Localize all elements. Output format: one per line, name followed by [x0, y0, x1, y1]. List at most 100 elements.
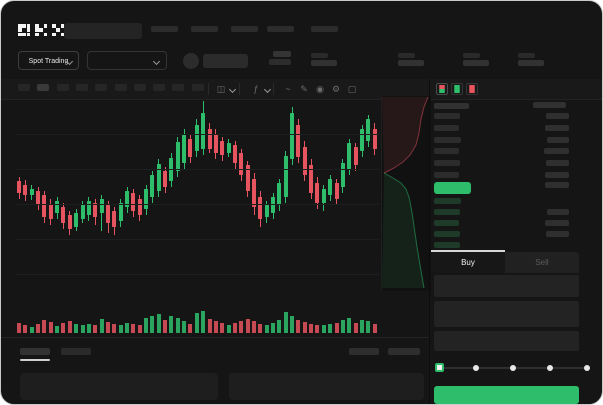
timeframe-button[interactable]: [172, 84, 185, 91]
volume-bar: [112, 324, 117, 333]
volume-bar: [220, 323, 225, 333]
bottom-action-placeholder[interactable]: [388, 348, 420, 355]
volume-bar: [118, 325, 123, 333]
bid-price-bar[interactable]: [434, 198, 461, 204]
bottom-action-placeholder[interactable]: [349, 348, 379, 355]
timeframe-button[interactable]: [75, 84, 88, 91]
volume-bar: [48, 322, 53, 333]
line-tool-icon[interactable]: ~: [285, 84, 291, 94]
volume-bar: [366, 321, 371, 333]
account-button[interactable]: [203, 54, 248, 68]
bottom-tab[interactable]: [20, 348, 50, 355]
fullscreen-icon[interactable]: ▢: [347, 84, 357, 94]
bid-price-bar[interactable]: [434, 231, 460, 237]
depth-area: [382, 97, 428, 173]
last-price-highlight[interactable]: [434, 182, 471, 194]
volume-bar: [150, 316, 155, 333]
orderbook-layout-dash: [454, 85, 460, 87]
slider-handle[interactable]: [434, 363, 444, 372]
timeframe-button[interactable]: [95, 84, 108, 91]
slider-stop-dot[interactable]: [584, 365, 590, 371]
settings-icon[interactable]: ⚙: [331, 84, 341, 94]
order-form-input[interactable]: [434, 331, 579, 351]
volume-bar: [23, 325, 28, 333]
candle-body: [150, 175, 155, 197]
volume-bar: [55, 326, 60, 333]
candle-body: [118, 203, 123, 221]
orderbook-layout-asks-icon[interactable]: [466, 83, 478, 95]
chart-type-icon[interactable]: ◫: [216, 84, 226, 94]
timeframe-button[interactable]: [114, 84, 127, 91]
buy-submit-button[interactable]: [434, 386, 579, 404]
volume-bar: [36, 324, 41, 333]
timeframe-button[interactable]: [133, 84, 146, 91]
screenshot-icon[interactable]: ◉: [316, 84, 324, 94]
chart-gridline: [15, 204, 379, 205]
bottom-tab[interactable]: [61, 348, 91, 355]
timeframe-button[interactable]: [37, 84, 50, 91]
bid-price-bar[interactable]: [434, 209, 460, 215]
ask-amount-bar: [546, 160, 569, 166]
search-input[interactable]: [64, 23, 142, 39]
nav-item[interactable]: [151, 26, 178, 32]
orderbook-layout-bids-icon[interactable]: [451, 83, 463, 95]
volume-bar: [328, 324, 333, 333]
chart-gridline: [15, 134, 379, 135]
indicators-icon[interactable]: ƒ: [253, 84, 259, 94]
tab-buy[interactable]: Buy: [431, 252, 505, 273]
nav-item[interactable]: [191, 26, 218, 32]
volume-bar: [42, 320, 47, 333]
pair-selector[interactable]: [87, 51, 167, 70]
candle-body: [86, 201, 91, 215]
candle-body: [55, 201, 60, 213]
volume-bar: [188, 324, 193, 333]
nav-item[interactable]: [267, 26, 294, 32]
ask-price-bar[interactable]: [434, 148, 459, 154]
order-form-input[interactable]: [434, 301, 579, 327]
candle-body: [131, 193, 136, 211]
bid-price-bar[interactable]: [434, 220, 459, 226]
candle-body: [347, 143, 352, 169]
market-type-selector[interactable]: Spot Trading: [18, 51, 79, 70]
depth-line: [383, 172, 425, 289]
volume-bar: [163, 320, 168, 333]
ask-price-bar[interactable]: [434, 160, 460, 166]
nav-item[interactable]: [231, 26, 258, 32]
ask-price-bar[interactable]: [434, 113, 460, 119]
volume-bar: [137, 325, 142, 333]
stat-value-placeholder: [518, 60, 544, 66]
ask-amount-bar: [547, 137, 569, 143]
volume-bar: [251, 321, 256, 333]
orderbook-layout-dash: [469, 85, 475, 87]
candle-body: [42, 195, 47, 217]
avatar[interactable]: [183, 53, 199, 69]
orderbook-layout-both-icon[interactable]: [436, 83, 448, 95]
draw-tool-icon[interactable]: ✎: [300, 84, 308, 94]
candle-body: [29, 189, 34, 195]
tab-sell-label: Sell: [535, 258, 549, 267]
timeframe-button[interactable]: [191, 84, 204, 91]
orderbook-header-price: [434, 103, 469, 109]
slider-stop-dot[interactable]: [547, 365, 553, 371]
volume-bar: [271, 323, 275, 333]
volume-bar: [239, 321, 244, 333]
ask-price-bar[interactable]: [434, 172, 459, 178]
okx-logo-icon[interactable]: [18, 24, 65, 37]
bid-price-bar[interactable]: [434, 242, 460, 248]
candle-body: [315, 183, 320, 203]
nav-item[interactable]: [311, 26, 338, 32]
slider-stop-dot[interactable]: [510, 365, 516, 371]
slider-stop-dot[interactable]: [473, 365, 479, 371]
ask-price-bar[interactable]: [434, 137, 461, 143]
ask-price-bar[interactable]: [434, 125, 459, 131]
bottom-panel: [20, 373, 218, 400]
order-form-input[interactable]: [434, 275, 579, 297]
logo-pixel: [18, 32, 22, 37]
orderbook-layout-dash: [454, 87, 460, 89]
tab-sell[interactable]: Sell: [505, 252, 579, 273]
timeframe-button[interactable]: [56, 84, 69, 91]
timeframe-button[interactable]: [153, 84, 166, 91]
candle-body: [245, 165, 250, 191]
orderbook-layout-dash: [439, 85, 445, 87]
timeframe-button[interactable]: [18, 84, 30, 91]
